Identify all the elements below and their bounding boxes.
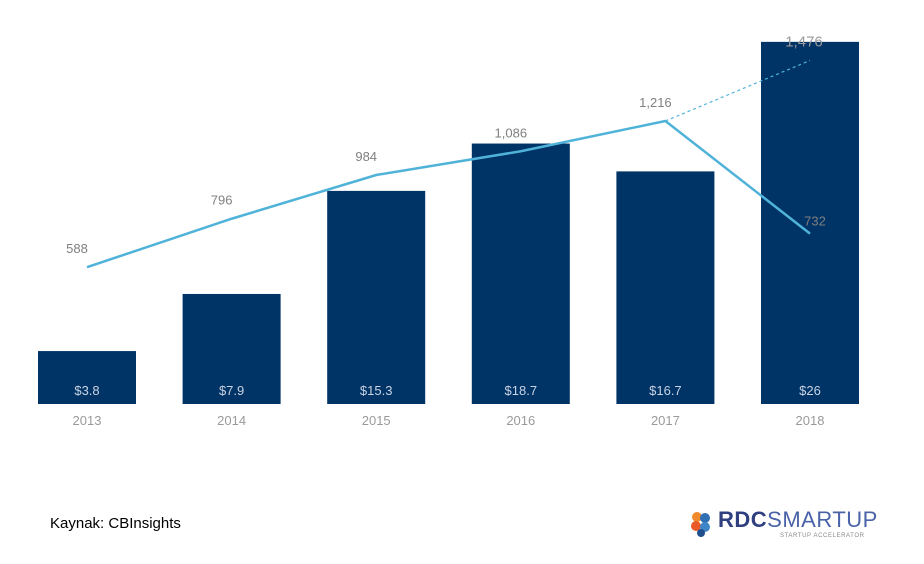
line-path [86, 119, 811, 269]
x-tick-2017: 2017 [651, 413, 680, 428]
line-label-2018: 732 [804, 214, 826, 229]
x-tick-2013: 2013 [73, 413, 102, 428]
company-logo: RDCSMARTUP STARTUP ACCELERATOR [688, 505, 878, 545]
x-axis-ticks: 2013 2014 2015 2016 2017 2018 [73, 413, 825, 428]
line-label-2014: 796 [211, 193, 233, 208]
bar-2017 [616, 171, 715, 404]
bar-label-2018: $26 [799, 383, 821, 398]
x-tick-2016: 2016 [506, 413, 535, 428]
bar-label-2014: $7.9 [219, 383, 244, 398]
bar-label-2016: $18.7 [505, 383, 538, 398]
line-series [86, 59, 811, 269]
bar-value-labels: $3.8 $7.9 $15.3 $18.7 $16.7 $26 [74, 383, 821, 398]
logo-rdc: RDC [718, 507, 768, 532]
line-value-labels: 1,476 588 796 984 1,086 1,216 732 [66, 33, 826, 256]
bar-2015 [327, 190, 426, 404]
bar-label-2013: $3.8 [74, 383, 99, 398]
bar-2014 [182, 293, 281, 404]
x-tick-2015: 2015 [362, 413, 391, 428]
line-label-2016: 1,086 [495, 125, 528, 140]
brain-icon [691, 512, 710, 537]
chart: $3.8 $7.9 $15.3 $18.7 $16.7 $26 2013 2014 2015 2… [38, 33, 859, 428]
line-label-2017: 1,216 [639, 95, 672, 110]
source-note: Kaynak: CBInsights [50, 515, 181, 532]
bar-label-2015: $15.3 [360, 383, 393, 398]
logo-smartup: SMARTUP [767, 507, 878, 532]
line-label-2013: 588 [66, 241, 88, 256]
projection-line [665, 59, 811, 122]
logo-tagline: STARTUP ACCELERATOR [780, 533, 865, 539]
line-label-2015: 984 [355, 149, 377, 164]
bar-2016 [471, 143, 570, 405]
bar-2018 [761, 41, 859, 404]
x-tick-2018: 2018 [796, 413, 825, 428]
bar-label-2017: $16.7 [649, 383, 682, 398]
bar-2013 [38, 351, 136, 404]
bar-series [38, 41, 859, 405]
projection-label: 1,476 [785, 33, 823, 50]
logo-wordmark: RDCSMARTUP [718, 507, 878, 533]
x-tick-2014: 2014 [217, 413, 246, 428]
